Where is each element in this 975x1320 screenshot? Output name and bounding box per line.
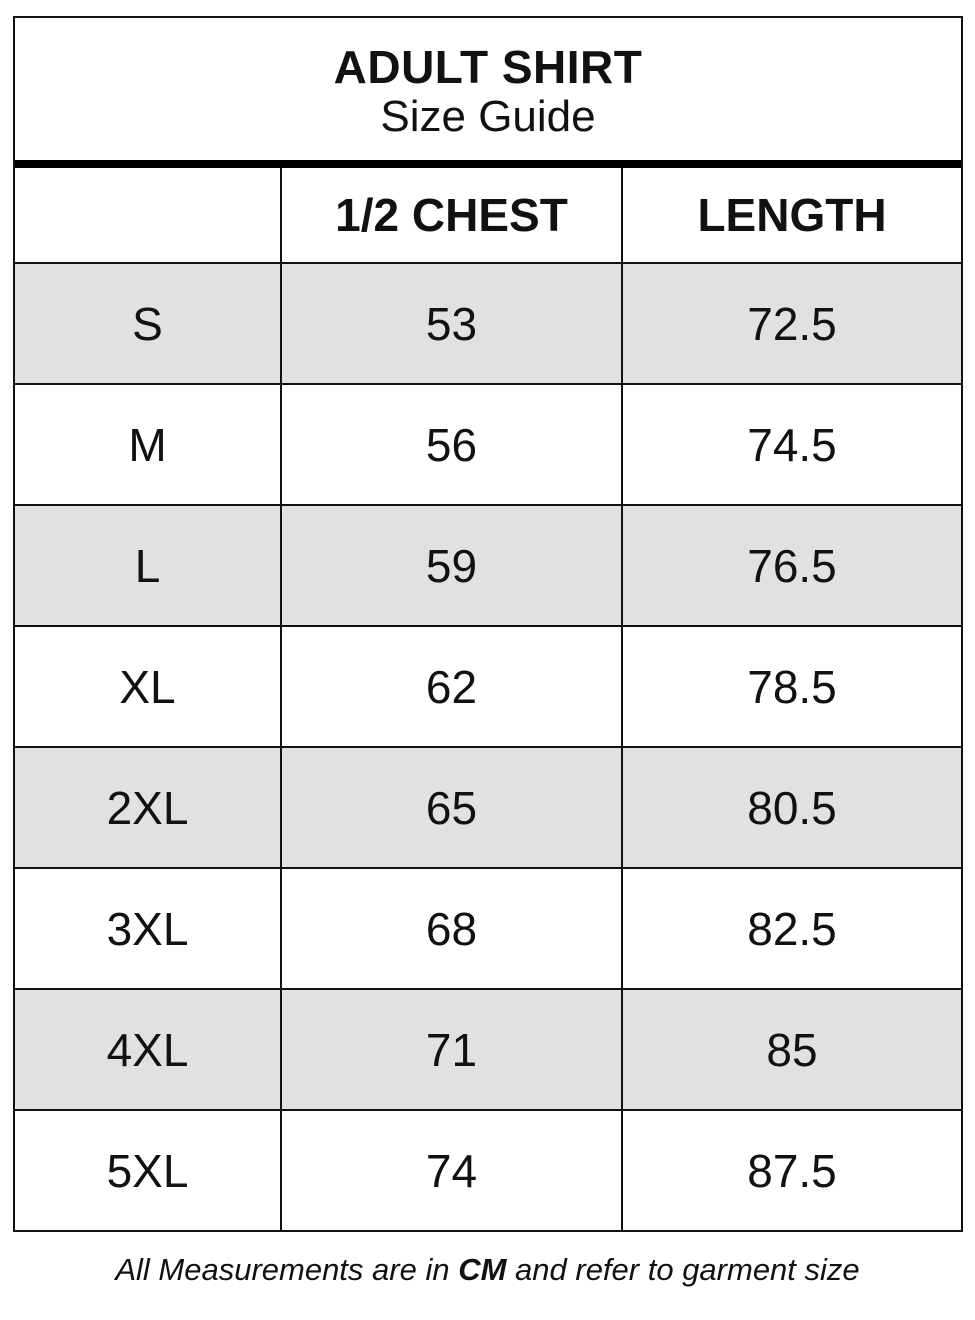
table-row: XL 62 78.5 [15, 625, 961, 748]
title-box: ADULT SHIRT Size Guide [15, 18, 961, 168]
cell-size: L [15, 504, 282, 627]
cell-size: 2XL [15, 746, 282, 869]
page-title: ADULT SHIRT [333, 41, 643, 93]
cell-chest: 74 [280, 1109, 623, 1230]
cell-chest: 71 [280, 988, 623, 1111]
cell-size: 4XL [15, 988, 282, 1111]
cell-length: 76.5 [621, 504, 961, 627]
cell-size: 5XL [15, 1109, 282, 1230]
header-row: 1/2 CHEST LENGTH [15, 168, 961, 264]
cell-length: 74.5 [621, 383, 961, 506]
cell-chest: 62 [280, 625, 623, 748]
cell-size: XL [15, 625, 282, 748]
cell-size: S [15, 262, 282, 385]
cell-length: 78.5 [621, 625, 961, 748]
cell-length: 87.5 [621, 1109, 961, 1230]
cell-size: M [15, 383, 282, 506]
note-text-end: and refer to garment size [506, 1252, 860, 1287]
column-header-length: LENGTH [621, 168, 961, 264]
cell-length: 85 [621, 988, 961, 1111]
cell-chest: 56 [280, 383, 623, 506]
measurement-note: All Measurements are in CM and refer to … [0, 1252, 975, 1288]
page-subtitle: Size Guide [380, 92, 596, 141]
cell-chest: 68 [280, 867, 623, 990]
cell-chest: 53 [280, 262, 623, 385]
note-unit: CM [458, 1252, 507, 1287]
cell-size: 3XL [15, 867, 282, 990]
cell-length: 80.5 [621, 746, 961, 869]
cell-length: 72.5 [621, 262, 961, 385]
note-text-start: All Measurements are in [115, 1252, 459, 1287]
table-row: 4XL 71 85 [15, 988, 961, 1111]
table-row: 5XL 74 87.5 [15, 1109, 961, 1230]
cell-chest: 59 [280, 504, 623, 627]
column-header-chest: 1/2 CHEST [280, 168, 623, 264]
table-row: 2XL 65 80.5 [15, 746, 961, 869]
size-table: 1/2 CHEST LENGTH S 53 72.5 M 56 74.5 L 59 76.5 XL… [15, 168, 961, 1230]
column-header-size [15, 168, 282, 264]
table-row: L 59 76.5 [15, 504, 961, 627]
table-row: S 53 72.5 [15, 262, 961, 385]
cell-length: 82.5 [621, 867, 961, 990]
table-row: 3XL 68 82.5 [15, 867, 961, 990]
size-guide-table-frame: ADULT SHIRT Size Guide 1/2 CHEST LENGTH … [13, 16, 963, 1232]
cell-chest: 65 [280, 746, 623, 869]
table-row: M 56 74.5 [15, 383, 961, 506]
